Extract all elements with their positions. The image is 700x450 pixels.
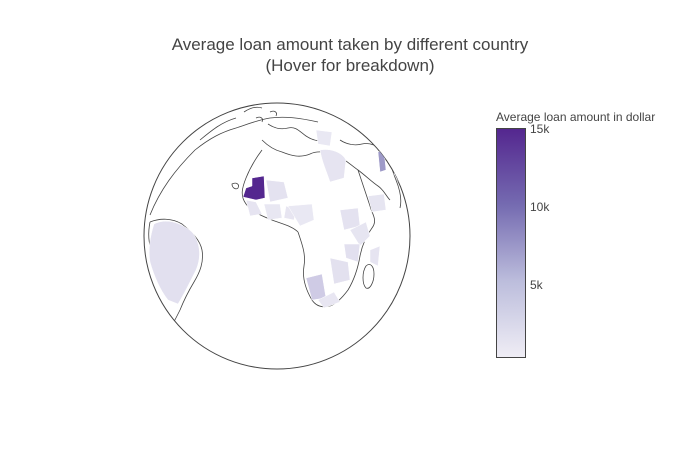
- chart-title: Average loan amount taken by different c…: [0, 34, 700, 76]
- country-senegal-region[interactable]: [245, 199, 263, 217]
- country-tanzania[interactable]: [343, 243, 361, 263]
- country-zambia-region[interactable]: [329, 257, 351, 285]
- country-south-america[interactable]: [148, 221, 200, 305]
- country-europe-south[interactable]: [315, 129, 333, 147]
- country-yemen-region[interactable]: [367, 193, 387, 213]
- country-burkina-region[interactable]: [263, 203, 283, 221]
- chart-title-line-2: (Hover for breakdown): [265, 56, 435, 75]
- colorbar: [496, 128, 526, 358]
- country-mozambique[interactable]: [369, 245, 381, 267]
- chart-title-line-1: Average loan amount taken by different c…: [171, 35, 529, 54]
- country-egypt-region[interactable]: [319, 149, 347, 183]
- colorbar-tick-15k: 15k: [530, 122, 550, 136]
- colorbar-tick-10k: 10k: [530, 200, 550, 214]
- country-mali[interactable]: [265, 179, 289, 203]
- country-nigeria[interactable]: [287, 203, 315, 227]
- country-south-africa[interactable]: [317, 291, 341, 309]
- country-mauritania[interactable]: [242, 175, 266, 201]
- country-shapes[interactable]: [148, 129, 405, 309]
- colorbar-title: Average loan amount in dollar: [496, 110, 656, 124]
- colorbar-tick-5k: 5k: [530, 278, 543, 292]
- country-kenya[interactable]: [349, 221, 371, 247]
